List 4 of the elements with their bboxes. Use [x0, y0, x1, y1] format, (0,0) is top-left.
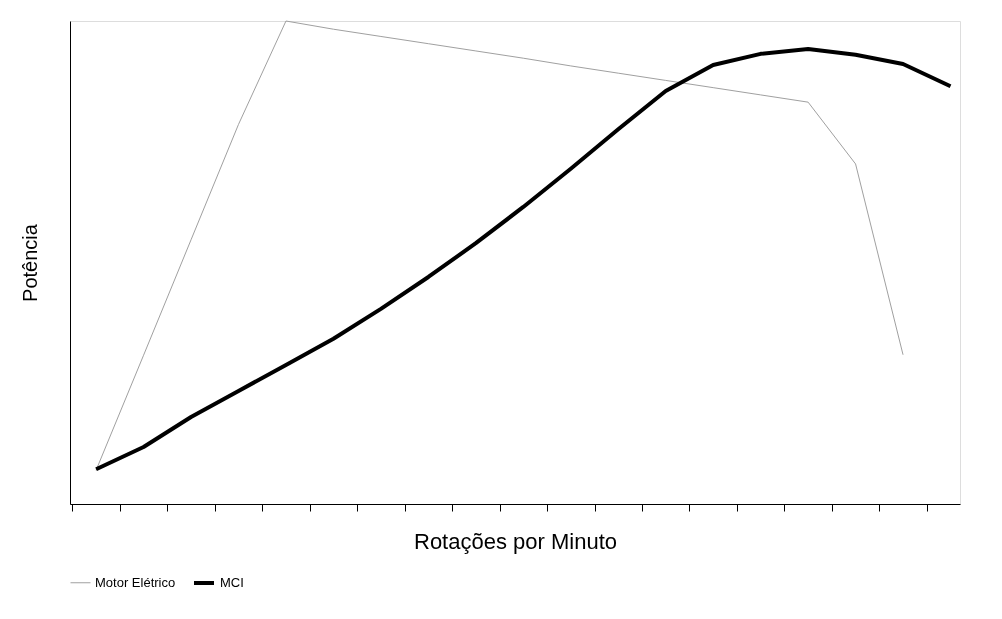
legend-label: Motor Elétrico [95, 574, 176, 590]
legend-label: MCI [220, 575, 244, 590]
y-axis-title: Potência [18, 223, 41, 302]
x-axis-title: Rotações por Minuto [414, 529, 617, 554]
